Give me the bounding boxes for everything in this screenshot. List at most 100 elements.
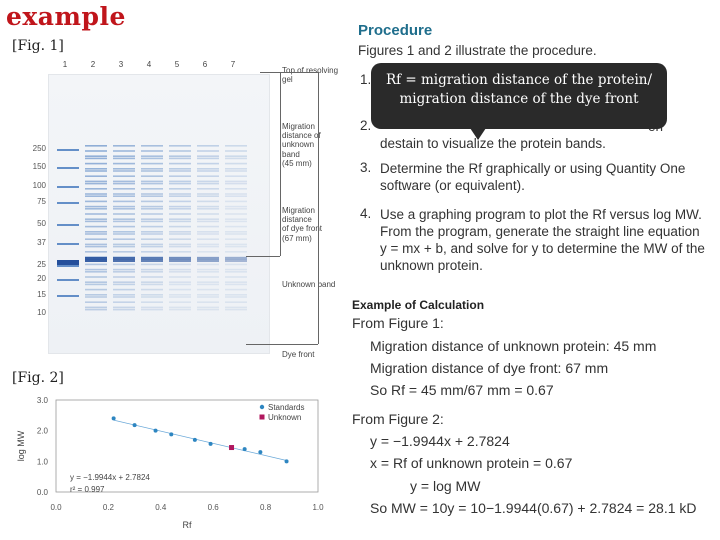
- gel-band: [57, 186, 79, 188]
- callout-tail: [470, 128, 486, 140]
- gel-band: [169, 195, 191, 197]
- ann-bracket-dye: [318, 72, 319, 344]
- gel-band: [141, 175, 163, 177]
- gel-band: [113, 271, 135, 273]
- gel-band: [169, 218, 191, 220]
- gel-band: [57, 279, 79, 281]
- gel-band: [113, 157, 135, 160]
- gel-band: [169, 296, 191, 298]
- x-axis-label: Rf: [183, 520, 192, 530]
- mw-marker-label: 75: [37, 197, 46, 206]
- gel-band: [85, 301, 107, 303]
- gel-band: [141, 180, 163, 183]
- procedure-title: Procedure: [358, 22, 433, 39]
- gel-band: [169, 213, 191, 215]
- mw-marker-label: 250: [32, 144, 46, 153]
- ann-unknown-distance: Migration distance of unknown band (45 m…: [282, 122, 321, 168]
- gel-band-unknown: [225, 257, 247, 262]
- gel-band: [141, 195, 163, 197]
- gel-band: [225, 168, 247, 170]
- gel-lane-number: 6: [202, 60, 208, 69]
- calc-line-5: x = Rf of unknown protein = 0.67: [370, 455, 573, 471]
- gel-band: [197, 243, 219, 246]
- gel-band: [225, 276, 247, 278]
- x-tick-label: 0.0: [50, 503, 62, 512]
- gel-band: [141, 263, 163, 266]
- gel-band: [225, 150, 247, 152]
- gel-band: [141, 271, 163, 273]
- ann-top-gel: Top of resolving gel: [282, 66, 339, 85]
- gel-band: [197, 276, 219, 278]
- gel-band: [85, 155, 107, 157]
- gel-band: [113, 225, 135, 228]
- gel-band: [169, 306, 191, 309]
- gel-band: [197, 162, 219, 165]
- gel-band: [225, 162, 247, 165]
- gel-band: [141, 193, 163, 195]
- gel-band: [225, 243, 247, 246]
- gel-band: [197, 301, 219, 303]
- gel-band: [141, 296, 163, 298]
- gel-band: [57, 243, 79, 245]
- gel-band: [169, 294, 191, 296]
- gel-band: [225, 225, 247, 228]
- gel-band-unknown: [113, 257, 135, 262]
- step-3-number: 3.: [360, 160, 372, 175]
- gel-band: [169, 245, 191, 248]
- gel-band: [85, 218, 107, 220]
- gel-band: [169, 170, 191, 172]
- gel-band: [197, 157, 219, 160]
- gel-band: [225, 200, 247, 203]
- gel-band: [169, 150, 191, 152]
- gel-band: [197, 155, 219, 157]
- gel-band: [141, 281, 163, 283]
- gel-band: [169, 308, 191, 311]
- x-tick-label: 0.8: [260, 503, 272, 512]
- gel-band: [141, 243, 163, 246]
- gel-band: [225, 195, 247, 197]
- mw-marker-label: 10: [37, 308, 46, 317]
- x-tick-label: 0.2: [103, 503, 115, 512]
- ann-unknown-band: Unknown band: [282, 280, 336, 289]
- gel-band: [197, 188, 219, 190]
- gel-band: [225, 205, 247, 208]
- regression-line: [113, 419, 287, 461]
- gel-band: [85, 157, 107, 160]
- gel-band: [141, 188, 163, 190]
- gel-band: [85, 233, 107, 235]
- gel-band: [225, 213, 247, 215]
- gel-band: [197, 145, 219, 147]
- gel-lane-number: 5: [174, 60, 180, 69]
- gel-band: [85, 193, 107, 195]
- gel-band: [169, 208, 191, 210]
- gel-band: [113, 231, 135, 233]
- gel-band: [197, 294, 219, 296]
- gel-band: [85, 225, 107, 228]
- gel-band: [197, 180, 219, 183]
- gel-band: [225, 238, 247, 240]
- gel-band: [85, 276, 107, 278]
- gel-band: [225, 283, 247, 286]
- gel-band: [169, 281, 191, 283]
- step-2-text-2: destain to visualize the protein bands.: [380, 136, 606, 151]
- gel-band: [141, 205, 163, 208]
- x-tick-label: 0.4: [155, 503, 167, 512]
- gel-band: [113, 281, 135, 283]
- gel-band: [169, 188, 191, 190]
- gel-band: [85, 188, 107, 190]
- gel-band: [197, 283, 219, 286]
- gel-band: [197, 225, 219, 228]
- y-axis-label: log MW: [16, 430, 26, 461]
- gel-band: [225, 306, 247, 309]
- gel-band: [197, 256, 219, 258]
- gel-band: [225, 180, 247, 183]
- plot-frame: [55, 399, 319, 493]
- gel-band: [197, 306, 219, 309]
- gel-band: [141, 268, 163, 271]
- mw-marker-label: 20: [37, 274, 46, 283]
- gel-band: [225, 157, 247, 160]
- gel-band: [225, 256, 247, 258]
- gel-band: [169, 233, 191, 235]
- gel-band: [85, 296, 107, 298]
- gel-band: [169, 263, 191, 266]
